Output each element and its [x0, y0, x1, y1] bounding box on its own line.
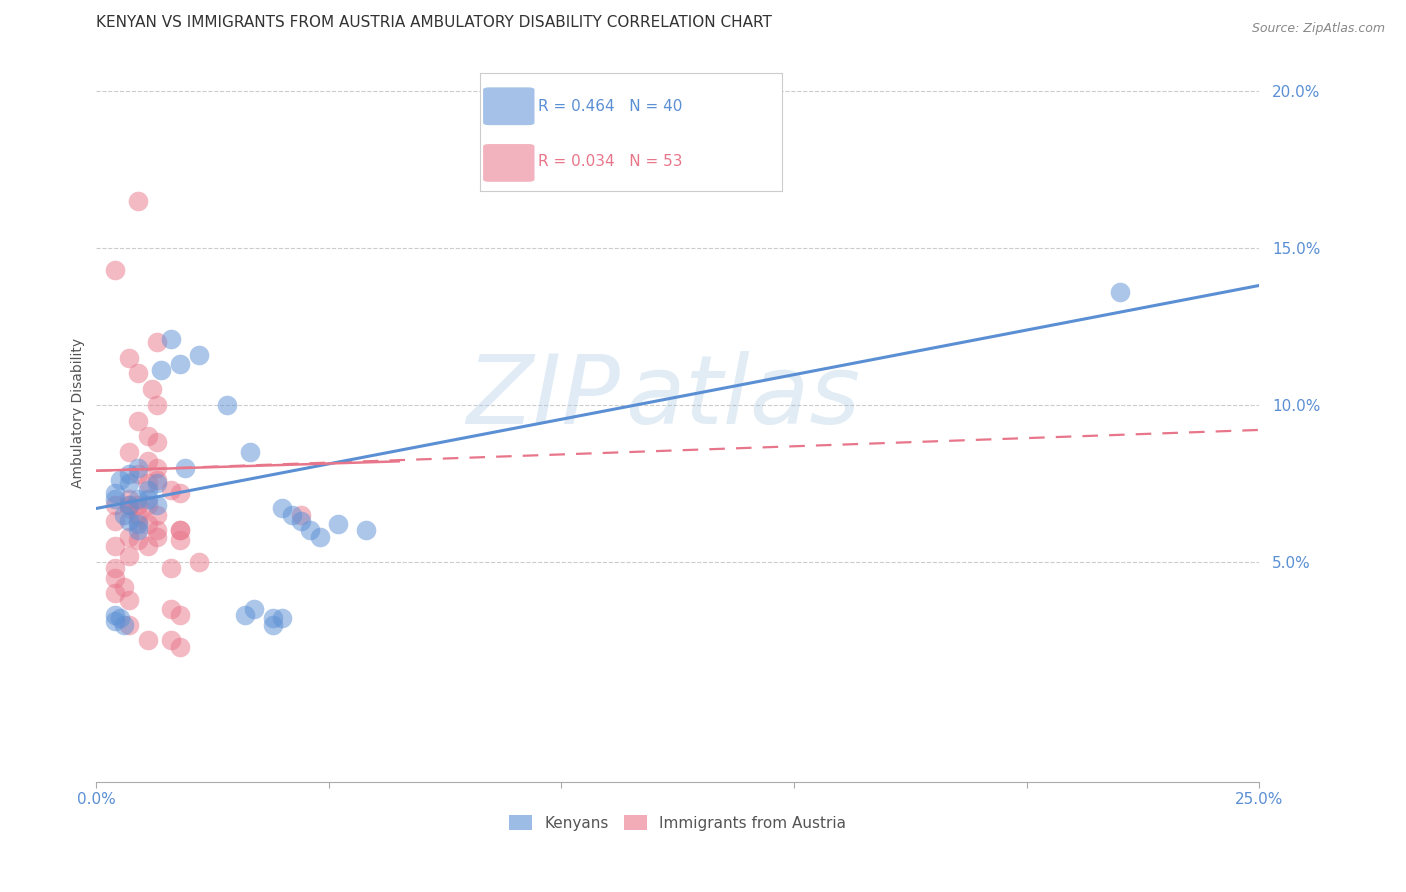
Point	[136, 633, 159, 648]
Point	[169, 533, 191, 547]
Point	[118, 498, 141, 512]
Point	[136, 539, 159, 553]
Point	[243, 602, 266, 616]
Point	[136, 476, 159, 491]
Point	[159, 633, 181, 648]
Point	[187, 555, 209, 569]
Point	[280, 508, 302, 522]
Point	[146, 398, 169, 412]
Point	[150, 363, 173, 377]
Point	[1108, 285, 1130, 299]
Point	[127, 491, 149, 506]
Point	[104, 485, 127, 500]
Point	[169, 524, 191, 538]
Point	[136, 483, 159, 497]
Point	[108, 611, 131, 625]
Point	[159, 561, 181, 575]
Text: ZIP: ZIP	[465, 351, 620, 444]
Point	[146, 473, 169, 487]
Point	[169, 357, 191, 371]
Point	[112, 508, 135, 522]
Point	[159, 483, 181, 497]
Point	[290, 508, 312, 522]
Point	[118, 549, 141, 563]
Point	[136, 454, 159, 468]
Point	[146, 498, 169, 512]
Point	[290, 514, 312, 528]
Point	[127, 467, 149, 481]
Point	[104, 615, 127, 629]
Point	[233, 608, 256, 623]
Point	[308, 530, 330, 544]
Point	[169, 524, 191, 538]
Point	[127, 533, 149, 547]
Point	[118, 501, 141, 516]
Point	[118, 476, 141, 491]
Point	[146, 530, 169, 544]
Point	[118, 514, 141, 528]
Y-axis label: Ambulatory Disability: Ambulatory Disability	[72, 337, 86, 488]
Point	[159, 332, 181, 346]
Point	[108, 473, 131, 487]
Text: KENYAN VS IMMIGRANTS FROM AUSTRIA AMBULATORY DISABILITY CORRELATION CHART: KENYAN VS IMMIGRANTS FROM AUSTRIA AMBULA…	[97, 15, 772, 30]
Point	[112, 617, 135, 632]
Point	[104, 491, 127, 506]
Point	[118, 467, 141, 481]
Point	[127, 413, 149, 427]
Point	[146, 334, 169, 349]
Point	[169, 640, 191, 654]
Point	[104, 539, 127, 553]
Text: atlas: atlas	[626, 351, 860, 444]
Point	[169, 485, 191, 500]
Point	[271, 611, 294, 625]
Point	[118, 592, 141, 607]
Point	[136, 491, 159, 506]
Point	[299, 524, 322, 538]
Point	[127, 367, 149, 381]
Point	[118, 498, 141, 512]
Point	[118, 491, 141, 506]
Point	[127, 498, 149, 512]
Point	[146, 460, 169, 475]
Point	[104, 262, 127, 277]
Point	[136, 517, 159, 532]
Point	[328, 517, 350, 532]
Point	[127, 508, 149, 522]
Point	[215, 398, 238, 412]
Point	[118, 351, 141, 365]
Point	[104, 561, 127, 575]
Point	[127, 524, 149, 538]
Point	[136, 429, 159, 443]
Point	[118, 530, 141, 544]
Point	[141, 382, 163, 396]
Point	[354, 524, 377, 538]
Point	[112, 580, 135, 594]
Point	[169, 608, 191, 623]
Point	[187, 347, 209, 361]
Point	[146, 524, 169, 538]
Point	[146, 508, 169, 522]
Point	[104, 608, 127, 623]
Point	[262, 611, 284, 625]
Point	[104, 586, 127, 600]
Point	[136, 498, 159, 512]
Point	[146, 435, 169, 450]
Legend: Kenyans, Immigrants from Austria: Kenyans, Immigrants from Austria	[503, 808, 852, 837]
Point	[118, 617, 141, 632]
Point	[159, 602, 181, 616]
Point	[127, 517, 149, 532]
Point	[262, 617, 284, 632]
Point	[173, 460, 195, 475]
Text: Source: ZipAtlas.com: Source: ZipAtlas.com	[1251, 22, 1385, 36]
Point	[127, 460, 149, 475]
Point	[127, 194, 149, 208]
Point	[104, 514, 127, 528]
Point	[146, 476, 169, 491]
Point	[104, 498, 127, 512]
Point	[104, 570, 127, 584]
Point	[239, 445, 262, 459]
Point	[118, 445, 141, 459]
Point	[271, 501, 294, 516]
Point	[127, 514, 149, 528]
